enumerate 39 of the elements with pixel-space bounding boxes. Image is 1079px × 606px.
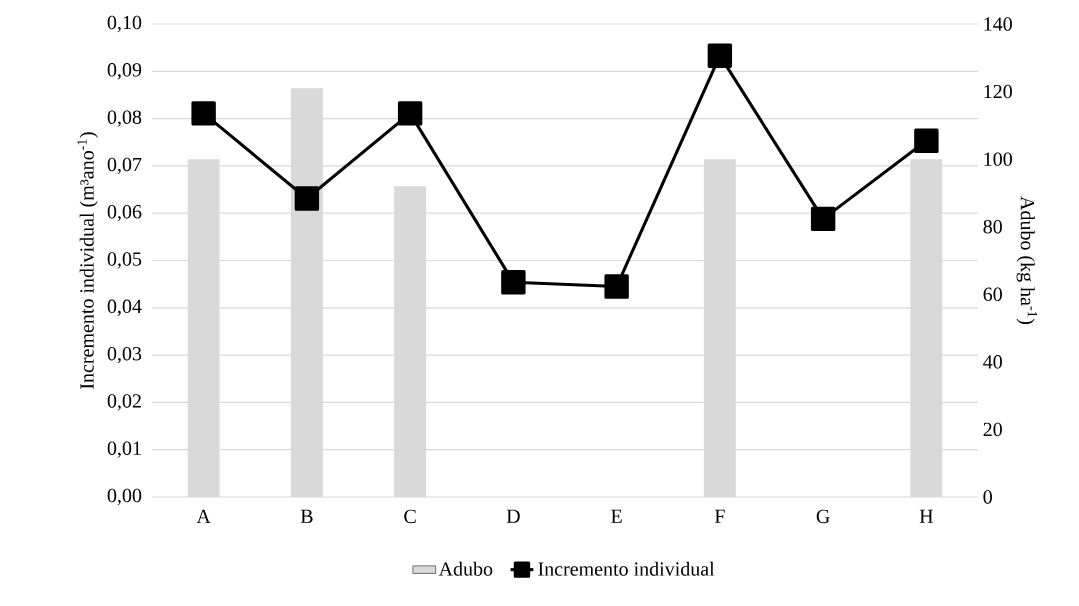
y2-tick-label: 60 xyxy=(983,287,1002,302)
y2-tick-label: 20 xyxy=(983,422,1002,437)
y2-tick-label: 120 xyxy=(984,84,1012,99)
y2-tick-label: 80 xyxy=(983,219,1002,234)
legend-label: Adubo xyxy=(438,561,493,576)
y-tick-label: 0,09 xyxy=(107,63,142,80)
y2-tick-label: 0 xyxy=(983,490,992,504)
point xyxy=(604,274,629,299)
y-tick-label: 0,08 xyxy=(107,110,142,127)
x-tick-label: F xyxy=(714,509,725,523)
y-tick-label: 0,02 xyxy=(107,394,141,411)
y-tick-label: 0,10 xyxy=(107,15,142,33)
y-tick-label: 0,06 xyxy=(107,205,142,222)
x-tick-label: H xyxy=(919,509,933,523)
x-tick-label: A xyxy=(196,509,211,523)
y2-axis-title: Adubo (kg ha$^{-1}$) xyxy=(1016,196,1038,325)
y-tick-label: 0,04 xyxy=(107,299,142,316)
y-tick-label: 0,00 xyxy=(107,488,142,506)
point xyxy=(810,206,836,232)
point xyxy=(501,270,526,295)
x-tick-label: E xyxy=(611,509,622,523)
y-axis-title: Incremento individual (m³ano$^{-1}$) xyxy=(77,132,98,389)
x-tick-label: D xyxy=(506,509,520,523)
y2-tick-label: 100 xyxy=(984,152,1012,166)
point xyxy=(707,43,733,68)
y2-tick-label: 140 xyxy=(984,17,1012,31)
x-tick-label: B xyxy=(300,509,313,523)
y-tick-label: 0,07 xyxy=(107,157,142,175)
point xyxy=(294,186,320,211)
legend-label: Incremento individual xyxy=(538,561,715,576)
y-tick-label: 0,01 xyxy=(107,441,141,458)
y2-tick-label: 40 xyxy=(983,355,1002,369)
x-tick-label: G xyxy=(816,509,830,524)
x-tick-label: C xyxy=(404,509,416,524)
y-tick-label: 0,03 xyxy=(107,346,142,364)
point xyxy=(914,128,939,154)
point xyxy=(191,101,216,126)
y-tick-label: 0,05 xyxy=(107,252,142,269)
point xyxy=(397,101,423,126)
